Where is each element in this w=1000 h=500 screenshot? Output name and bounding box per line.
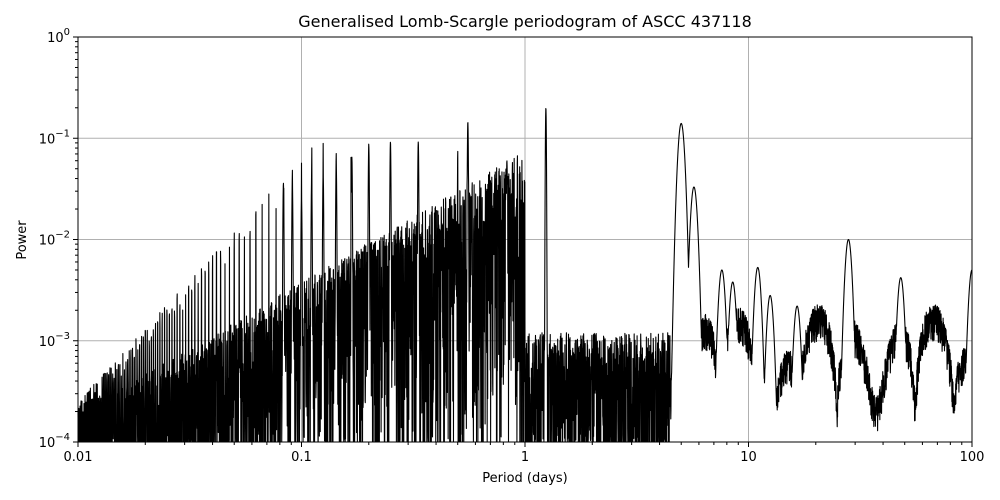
- x-tick-label: 10: [740, 450, 757, 465]
- x-tick-label: 100: [960, 450, 985, 465]
- power-series: [77, 108, 973, 443]
- x-axis-ticks: 0.01 0.1 1 10 100: [64, 442, 985, 465]
- x-tick-label: 1: [521, 450, 529, 465]
- y-tick-label: 10−2: [39, 230, 70, 249]
- x-axis-label: Period (days): [482, 471, 568, 486]
- x-tick-label: 0.1: [291, 450, 312, 465]
- x-tick-label: 0.01: [64, 450, 93, 465]
- y-tick-label: 10−4: [39, 432, 70, 451]
- y-axis-label: Power: [15, 220, 30, 260]
- y-tick-label: 100: [47, 27, 70, 46]
- y-tick-label: 10−3: [39, 331, 70, 350]
- y-tick-label: 10−1: [39, 128, 70, 147]
- y-axis-ticks: 10−4 10−3 10−2 10−1 100: [39, 27, 78, 451]
- chart-title: Generalised Lomb-Scargle periodogram of …: [298, 12, 752, 31]
